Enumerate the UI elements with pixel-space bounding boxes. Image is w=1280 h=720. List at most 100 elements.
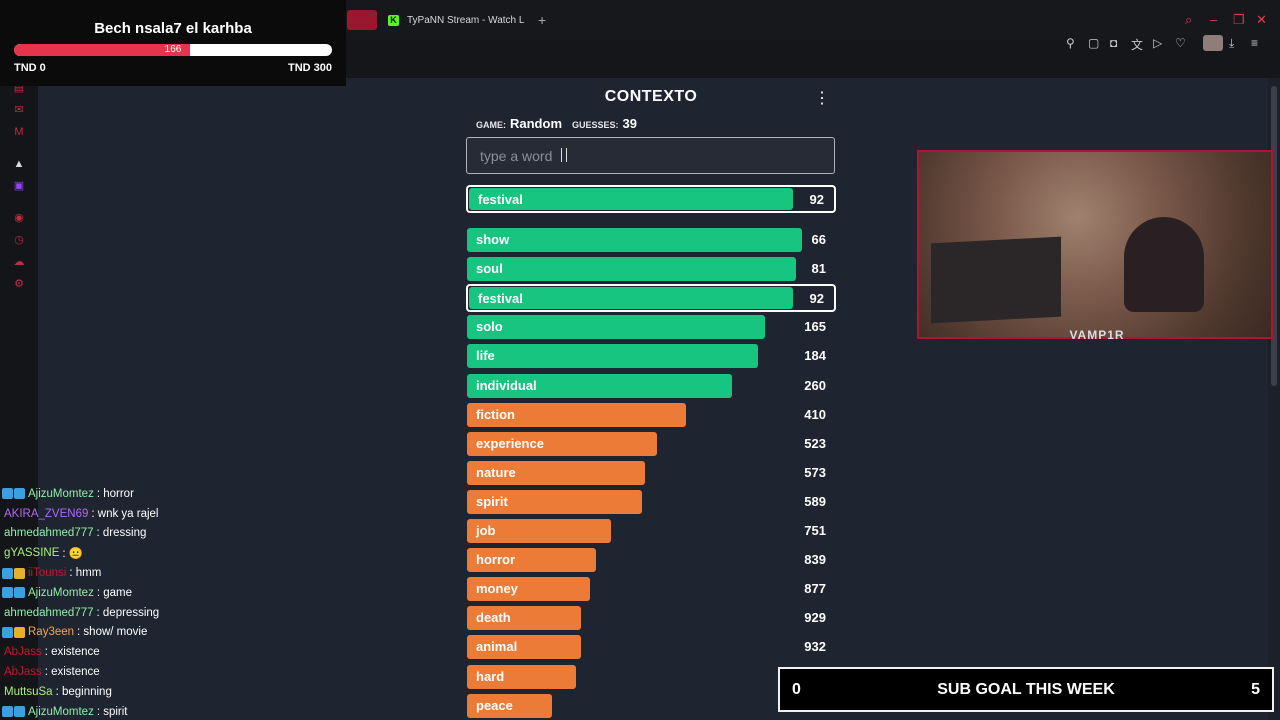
guess-bar bbox=[467, 460, 645, 485]
donation-current: 166 bbox=[164, 44, 182, 55]
twitch-icon[interactable]: ▣ bbox=[13, 180, 25, 192]
chat-text: : game bbox=[96, 586, 132, 599]
browser-tab[interactable]: K TyPaNN Stream - Watch L bbox=[380, 8, 530, 32]
guess-bar bbox=[467, 228, 802, 252]
new-tab-button[interactable]: + bbox=[538, 12, 547, 28]
messages-icon[interactable]: ✉ bbox=[14, 104, 24, 116]
pocket-icon[interactable]: ◘ bbox=[1110, 36, 1118, 50]
guess-row: money 877 bbox=[466, 577, 836, 602]
chat-text: : hmm bbox=[69, 567, 102, 580]
guess-word: fiction bbox=[476, 406, 515, 422]
home-icon[interactable]: ▤ bbox=[13, 82, 25, 94]
chat-badge-icon bbox=[14, 488, 25, 500]
chat-username[interactable]: ahmedahmed777 bbox=[4, 606, 94, 619]
guess-word: soul bbox=[476, 261, 503, 277]
chat-username[interactable]: AjizuMomtez bbox=[28, 487, 94, 500]
chat-username[interactable]: MuttsuSa bbox=[4, 685, 53, 698]
guess-rank: 839 bbox=[804, 552, 826, 568]
guess-row: experience 523 bbox=[466, 431, 836, 456]
chat-username[interactable]: ahmedahmed777 bbox=[4, 527, 94, 540]
chat-message: ahmedahmed777: depressing bbox=[2, 603, 242, 623]
chat-message: iiTounsi: hmm bbox=[2, 563, 242, 583]
gmail-icon[interactable]: M bbox=[14, 126, 24, 138]
cloud-icon[interactable]: ☁ bbox=[13, 256, 25, 268]
chat-username[interactable]: Ray3een bbox=[28, 626, 75, 639]
sub-goal: 0 SUB GOAL THIS WEEK 5 bbox=[778, 667, 1274, 712]
pinned-tab[interactable] bbox=[347, 10, 377, 30]
chat-badge-icon bbox=[14, 587, 25, 599]
guess-rank: 410 bbox=[804, 406, 826, 422]
last-guess-word: festival bbox=[478, 192, 523, 207]
clock-icon[interactable]: ◷ bbox=[14, 234, 24, 246]
chat-badge-icon bbox=[2, 488, 13, 500]
guess-bar bbox=[467, 635, 581, 660]
chat-username[interactable]: gYASSINE bbox=[4, 547, 60, 560]
app-icon[interactable]: ▲ bbox=[13, 158, 25, 170]
search-icon[interactable]: ⌕ bbox=[1185, 12, 1193, 27]
guess-word: job bbox=[476, 523, 496, 538]
guess-rank: 523 bbox=[804, 435, 826, 451]
word-input[interactable] bbox=[466, 137, 835, 174]
chat-username[interactable]: AKIRA_ZVEN69 bbox=[4, 507, 89, 520]
webcam-monitor bbox=[931, 236, 1061, 324]
guesses-value: 39 bbox=[622, 116, 637, 131]
maximize-icon[interactable]: ❐ bbox=[1233, 12, 1245, 27]
chat-username[interactable]: AjizuMomtez bbox=[28, 705, 94, 718]
chat-badge-icon bbox=[14, 706, 25, 718]
translate-icon[interactable]: 文 bbox=[1131, 38, 1144, 52]
settings-icon[interactable]: ⚙ bbox=[14, 278, 24, 290]
last-guess-rank: 92 bbox=[809, 192, 824, 207]
guess-bar bbox=[467, 402, 686, 427]
chat-username[interactable]: iiTounsi bbox=[28, 567, 67, 580]
donation-min: TND 0 bbox=[14, 62, 46, 74]
chat-username[interactable]: AbJass bbox=[4, 646, 42, 659]
guess-word: animal bbox=[476, 639, 518, 655]
chat-text: : dressing bbox=[96, 527, 147, 540]
chat-username[interactable]: AjizuMomtez bbox=[28, 586, 94, 599]
guess-row: nature 573 bbox=[466, 460, 836, 485]
sub-goal-max: 5 bbox=[1251, 681, 1260, 698]
guess-rank: 877 bbox=[804, 581, 826, 597]
download-icon[interactable]: ⤓ bbox=[1229, 36, 1235, 50]
guess-word: show bbox=[476, 232, 510, 247]
chat-text: : show/ movie bbox=[77, 626, 148, 639]
chat-message: AbJass: existence bbox=[2, 642, 242, 662]
guess-bar bbox=[467, 431, 657, 456]
chat-text: : existence bbox=[44, 646, 100, 659]
chat-message: AjizuMomtez: spirit bbox=[2, 702, 242, 720]
kick-icon: K bbox=[388, 14, 399, 26]
guess-word: festival bbox=[478, 291, 523, 307]
guess-bar bbox=[467, 373, 732, 398]
game-value: Random bbox=[510, 116, 562, 131]
more-menu-icon[interactable]: ⋮ bbox=[814, 90, 830, 107]
chat-badge-icon bbox=[14, 567, 25, 579]
guess-row: animal 932 bbox=[466, 635, 836, 660]
screenshot-icon[interactable]: ▢ bbox=[1088, 36, 1100, 50]
chat-username[interactable]: AbJass bbox=[4, 666, 42, 679]
guess-rank: 589 bbox=[804, 493, 826, 509]
close-icon[interactable]: ✕ bbox=[1256, 12, 1267, 27]
donation-progress-fill bbox=[14, 44, 190, 56]
chat-text: : wnk ya rajel bbox=[91, 507, 159, 520]
chat-text: : existence bbox=[44, 666, 100, 679]
play-circle-icon[interactable]: ◉ bbox=[14, 212, 24, 224]
text-cursor-icon bbox=[561, 148, 567, 162]
guess-row: horror 839 bbox=[466, 548, 836, 573]
game-info: GAME: Random GUESSES: 39 bbox=[476, 116, 637, 131]
minimize-icon[interactable]: – bbox=[1210, 12, 1218, 27]
guess-row: life 184 bbox=[466, 344, 836, 369]
chat-text: : spirit bbox=[96, 705, 128, 718]
pin-icon[interactable]: ⚲ bbox=[1066, 36, 1075, 50]
chat-text: : horror bbox=[96, 487, 134, 500]
scroll-thumb[interactable] bbox=[1271, 86, 1277, 386]
guess-rank: 929 bbox=[804, 610, 826, 626]
avatar[interactable] bbox=[1203, 35, 1223, 51]
side-rail: ▤ ✉ M ▲ ▣ ◉ ◷ ☁ ⚙ bbox=[0, 78, 38, 720]
heart-icon[interactable]: ♡ bbox=[1175, 36, 1186, 50]
guess-bar bbox=[467, 344, 758, 369]
chat-message: ahmedahmed777: dressing bbox=[2, 524, 242, 544]
play-icon[interactable]: ▷ bbox=[1153, 36, 1163, 50]
chat-text: : depressing bbox=[96, 606, 160, 619]
menu-icon[interactable]: ≡ bbox=[1251, 36, 1259, 50]
guess-row: individual 260 bbox=[466, 373, 836, 398]
